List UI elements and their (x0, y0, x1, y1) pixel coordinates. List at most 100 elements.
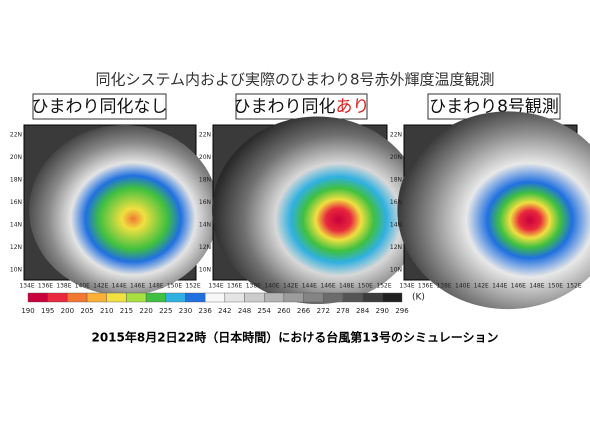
colorbar-tick-label: 210 (100, 307, 113, 315)
lat-label: 10N (10, 267, 22, 274)
colorbar-segment (244, 292, 265, 303)
colorbar-tick-label: 205 (80, 307, 93, 315)
colorbar-segment (126, 292, 147, 303)
colorbar-segment (185, 292, 206, 303)
colorbar-segment (86, 292, 107, 303)
lon-label: 142E (93, 283, 108, 290)
colorbar-tick-label: 190 (21, 307, 34, 315)
lon-label: 138E (246, 283, 261, 290)
lon-label: 150E (167, 283, 182, 290)
colorbar-segment (47, 292, 68, 303)
figure-title: 同化システム内および実際のひまわり8号赤外輝度温度観測 (95, 71, 494, 89)
lon-label: 140E (455, 283, 470, 290)
panel-label-box (235, 93, 368, 120)
lon-label: 150E (358, 283, 373, 290)
colorbar-segment (204, 292, 226, 303)
panel-label-highlight: あり (336, 97, 370, 117)
lon-label: 134E (19, 283, 34, 290)
colorbar-segment (145, 292, 166, 303)
colorbar-segment (67, 292, 88, 303)
colorbar-segment (224, 292, 245, 303)
colorbar-segment (27, 292, 48, 303)
colorbar-segment (362, 292, 383, 303)
colorbar-segment (342, 292, 363, 303)
lat-label: 20N (199, 154, 211, 161)
lat-label: 16N (10, 199, 22, 206)
lon-label: 148E (529, 283, 544, 290)
colorbar-tick-label: 260 (277, 307, 290, 315)
lon-label: 148E (339, 283, 354, 290)
lon-label: 136E (38, 283, 53, 290)
colorbar-tick-label: 296 (395, 307, 409, 315)
colorbar-tick-label: 220 (139, 307, 152, 315)
colorbar-tick-label: 230 (179, 307, 192, 315)
colorbar-tick-label: 242 (218, 307, 231, 315)
colorbar-tick-label: 266 (297, 307, 311, 315)
colorbar-unit: (K) (412, 293, 425, 303)
lat-label: 18N (199, 177, 211, 184)
lat-label: 10N (390, 267, 402, 274)
lon-label: 152E (376, 283, 391, 290)
colorbar-tick-label: 225 (159, 307, 172, 315)
colorbar-segment (303, 292, 324, 303)
colorbar-tick-label: 215 (120, 307, 133, 315)
colorbar-segment (165, 292, 186, 303)
typhoon-cloud (29, 125, 219, 296)
colorbar-tick-label: 236 (198, 307, 212, 315)
colorbar-segment (323, 292, 344, 303)
lon-label: 134E (208, 283, 223, 290)
colorbar-tick-label: 248 (238, 307, 251, 315)
lat-label: 14N (10, 222, 22, 229)
colorbar-tick-label: 278 (336, 307, 349, 315)
lon-label: 148E (148, 283, 163, 290)
caption: 2015年8月2日22時（日本時間）における台風第13号のシミュレーション (91, 330, 498, 345)
typhoon-cloud (397, 111, 590, 310)
lon-label: 144E (112, 283, 127, 290)
lat-label: 18N (390, 177, 402, 184)
lat-label: 12N (390, 244, 402, 251)
lon-label: 138E (56, 283, 71, 290)
lon-label: 146E (320, 283, 335, 290)
colorbar-segment (283, 292, 304, 303)
typhoon-cloud (212, 116, 423, 305)
lon-label: 142E (474, 283, 489, 290)
colorbar-tick-label: 195 (41, 307, 54, 315)
lat-label: 22N (10, 132, 22, 139)
colorbar-segment (264, 292, 285, 303)
lon-label: 146E (130, 283, 145, 290)
lat-label: 20N (390, 154, 402, 161)
colorbar-tick-label: 200 (61, 307, 74, 315)
lat-label: 22N (390, 132, 402, 139)
lat-label: 20N (10, 154, 22, 161)
lat-label: 16N (199, 199, 211, 206)
lon-label: 142E (283, 283, 298, 290)
panel-label: ひまわり同化なし (32, 97, 168, 117)
panel-label: ひまわり同化あり (234, 97, 370, 117)
colorbar-tick-label: 272 (317, 307, 330, 315)
panel-label-box (32, 93, 167, 120)
lon-label: 150E (548, 283, 563, 290)
colorbar-segment (382, 292, 403, 303)
lat-label: 14N (199, 222, 211, 229)
lon-label: 144E (302, 283, 317, 290)
colorbar-tick-label: 284 (356, 307, 370, 315)
lon-label: 138E (436, 283, 451, 290)
panel-label: ひまわり8号観測 (429, 97, 559, 117)
colorbar-segment (106, 292, 127, 303)
lat-label: 18N (10, 177, 22, 184)
lon-label: 136E (418, 283, 433, 290)
lon-label: 152E (566, 283, 581, 290)
lon-label: 136E (227, 283, 242, 290)
colorbar-tick-label: 290 (376, 307, 389, 315)
colorbar-tick-label: 254 (258, 307, 272, 315)
panel-label-part: ひまわり同化 (234, 97, 336, 117)
lon-label: 140E (75, 283, 90, 290)
lat-label: 22N (199, 132, 211, 139)
lon-label: 140E (264, 283, 279, 290)
lon-label: 144E (492, 283, 507, 290)
lon-label: 134E (399, 283, 414, 290)
lat-label: 12N (199, 244, 211, 251)
lon-label: 152E (185, 283, 200, 290)
lat-label: 10N (199, 267, 211, 274)
